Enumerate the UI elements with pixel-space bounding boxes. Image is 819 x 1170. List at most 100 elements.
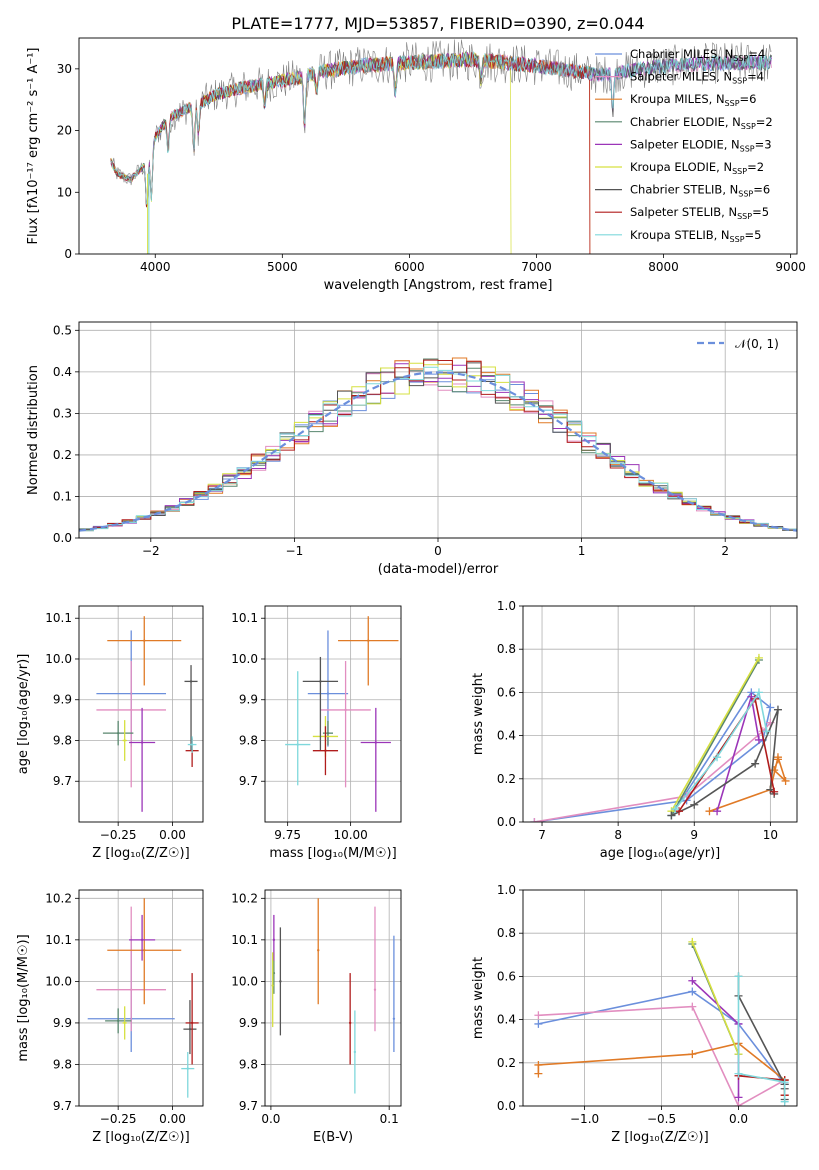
plus-marker [534, 1011, 543, 1020]
y-axis-label: mass [log₁₀(M/M☉)] [16, 934, 31, 1061]
series-line [674, 690, 768, 810]
y-tick-label: 0.2 [53, 448, 72, 462]
legend: 𝒩(0, 1) [697, 337, 779, 351]
y-tick-label: 1.0 [497, 883, 516, 897]
axis-border [522, 605, 798, 823]
data-point [140, 741, 144, 744]
plus-marker [734, 1093, 743, 1102]
plot-area [79, 357, 797, 532]
plus-marker [770, 787, 779, 796]
series-line [737, 976, 786, 1102]
plus-marker [773, 705, 782, 714]
y-tick-label: 0.5 [53, 323, 72, 337]
y-tick-label: 0.1 [53, 489, 72, 503]
x-tick-label: 10 [763, 828, 778, 842]
x-axis-label: Z [log₁₀(Z/Z☉)] [611, 1130, 708, 1145]
histogram-step-line [79, 359, 797, 532]
data-point [130, 708, 133, 712]
axis-border [264, 889, 402, 1107]
series-line [709, 754, 787, 812]
plus-marker [667, 811, 676, 820]
axis-border [78, 889, 204, 1107]
y-tick-label: 0 [64, 247, 72, 261]
y-tick-label: 10.1 [231, 611, 258, 625]
y-tick-label: 0.2 [497, 1056, 516, 1070]
figure-title: PLATE=1777, MJD=53857, FIBERID=0390, z=0… [231, 14, 644, 33]
x-tick-label: 0.0 [729, 1112, 748, 1126]
series-line [691, 941, 740, 1055]
y-tick-label: 0.4 [53, 365, 72, 379]
y-tick-label: 0.4 [497, 1013, 516, 1027]
y-tick-label: 10 [57, 185, 72, 199]
x-axis-label: (data-model)/error [378, 562, 499, 577]
x-axis-label: age [log₁₀(age/yr)] [600, 846, 721, 861]
plus-marker [781, 776, 790, 785]
y-tick-label: 10.1 [45, 933, 72, 947]
y-tick-label: 0.0 [497, 1099, 516, 1113]
legend-entry: Kroupa MILES, NSSP=6 [630, 92, 756, 108]
x-tick-label: 0.00 [159, 1112, 186, 1126]
y-tick-label: 10.0 [45, 652, 72, 666]
data-point [279, 980, 282, 983]
plus-marker [773, 755, 782, 764]
series-line [670, 659, 760, 816]
x-tick-label: −0.25 [100, 828, 137, 842]
legend-entry: Salpeter MILES, NSSP=4 [630, 70, 764, 86]
axis-frame: −2 −1 0 1 2 0.0 0.1 0.2 0.3 0.4 0.5 (data-model)/er… [26, 321, 798, 577]
y-tick-label: 30 [57, 62, 72, 76]
y-tick-label: 20 [57, 124, 72, 138]
legend-entry: Kroupa STELIB, NSSP=5 [630, 228, 761, 244]
plus-marker [734, 1102, 743, 1106]
axes-residual-histogram: −2 −1 0 1 2 0.0 0.1 0.2 0.3 0.4 0.5 (data-model)/er… [26, 321, 798, 577]
data-point [188, 1027, 192, 1031]
axis-border [264, 605, 402, 823]
data-point [348, 1021, 352, 1025]
data-point [123, 739, 126, 742]
plus-marker [688, 1050, 697, 1059]
plus-marker [671, 805, 680, 814]
axis-frame: −1.0 −0.5 0.0 0.0 0.2 0.4 0.6 0.8 1.0 Z [log₁₀(Z/… [471, 883, 798, 1145]
data-point [116, 1019, 120, 1023]
x-tick-label: 7000 [521, 260, 552, 274]
axes-mass-weight-vs-metallicity: −1.0 −0.5 0.0 0.0 0.2 0.4 0.6 0.8 1.0 Z [log₁₀(Z/… [471, 883, 798, 1145]
series-line [538, 990, 786, 1085]
plus-marker [534, 1060, 543, 1069]
series-line [670, 657, 760, 812]
axes-spectrum: 4000 5000 6000 7000 8000 9000 0 10 20 30 wavelengt… [26, 37, 806, 293]
axis-frame: 4000 5000 6000 7000 8000 9000 0 10 20 30 wavelengt… [26, 37, 806, 293]
y-tick-label: 0.0 [53, 531, 72, 545]
y-tick-label: 0.4 [497, 729, 516, 743]
axis-border [78, 605, 204, 823]
data-point [326, 731, 330, 735]
y-axis-label: Normed distribution [26, 365, 41, 495]
x-tick-label: 8 [614, 828, 622, 842]
data-point [130, 988, 133, 991]
x-tick-label: −1 [286, 544, 304, 558]
axes-age-vs-mass: 9.75 10.00 9.7 9.8 9.9 10.0 10.1 mass [log₁₀(M/… [231, 605, 402, 861]
y-tick-label: 10.1 [45, 611, 72, 625]
legend-entry: 𝒩(0, 1) [735, 337, 779, 351]
legend-entry: Salpeter ELODIE, NSSP=3 [630, 137, 772, 153]
axis-border [78, 321, 798, 539]
y-tick-label: 0.8 [497, 642, 516, 656]
data-point [344, 708, 347, 712]
legend-entry: Chabrier MILES, NSSP=4 [630, 47, 765, 63]
plus-marker [754, 653, 763, 662]
x-tick-label: 7 [538, 828, 546, 842]
data-point [140, 938, 144, 942]
axes-mass-weight-vs-age: 7 8 9 10 0.0 0.2 0.4 0.6 0.8 1.0 age [log₁₀(age/yr… [471, 599, 798, 861]
x-tick-label: 1 [578, 544, 586, 558]
y-tick-label: 9.8 [53, 1057, 72, 1071]
plus-marker [688, 976, 697, 985]
data-point [326, 692, 330, 695]
axis-frame: 7 8 9 10 0.0 0.2 0.4 0.6 0.8 1.0 age [log₁₀(age/yr… [471, 599, 798, 861]
plus-marker [530, 818, 539, 822]
data-point [143, 949, 146, 952]
data-point [367, 639, 370, 642]
y-tick-label: 0.0 [497, 815, 516, 829]
plus-marker [762, 727, 771, 736]
x-tick-label: −0.5 [647, 1112, 676, 1126]
x-axis-label: Z [log₁₀(Z/Z☉)] [92, 1130, 189, 1145]
plus-marker [688, 1002, 697, 1011]
